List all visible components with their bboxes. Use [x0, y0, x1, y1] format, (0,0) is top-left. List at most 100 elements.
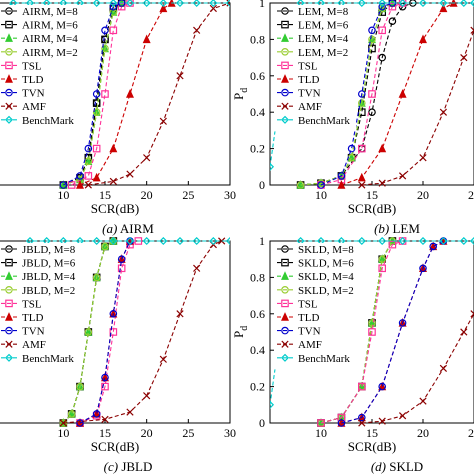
legend-swatch-marker: [5, 340, 13, 348]
data-point: [125, 0, 135, 8]
data-point: [92, 108, 101, 117]
data-point: [439, 3, 448, 13]
data-point: [84, 144, 93, 153]
legend-background: [0, 5, 82, 132]
data-point: [117, 0, 126, 7]
data-point: [347, 144, 356, 153]
y-axis-label: Pd: [231, 326, 250, 338]
data-point: [143, 392, 151, 400]
data-point: [337, 419, 346, 427]
data-point: [84, 157, 93, 166]
data-point: [76, 419, 84, 427]
data-point: [439, 108, 448, 116]
legend-label: SKLD, M=6: [298, 258, 354, 270]
data-point: [378, 0, 387, 8]
legend-label: LEM, M=2: [298, 47, 348, 59]
legend-swatch-marker: [281, 61, 289, 70]
data-point: [175, 0, 185, 8]
data-point: [101, 373, 109, 382]
data-point: [142, 237, 151, 246]
x-axis-label: SCR(dB): [348, 439, 396, 454]
legend-swatch-marker: [5, 33, 13, 42]
data-point: [143, 154, 151, 162]
series-line-8: [361, 313, 474, 424]
y-axis-label-sub: d: [239, 326, 250, 331]
data-point: [378, 143, 387, 153]
legend-label: TLD: [298, 74, 319, 86]
series-line-4: [300, 2, 393, 186]
data-point: [357, 413, 366, 422]
x-tick-label: 10: [57, 426, 69, 440]
series-line-2: [300, 2, 393, 186]
data-point: [270, 162, 275, 171]
x-tick-label: 20: [141, 188, 153, 202]
legend-label: LEM, M=8: [298, 6, 349, 18]
data-point: [368, 108, 376, 117]
data-point: [368, 319, 376, 327]
y-axis-label-sub: d: [239, 88, 250, 93]
legend-label: JBLD, M=2: [22, 285, 75, 297]
data-point: [419, 34, 427, 44]
data-point: [109, 143, 118, 153]
x-tick-label: 25: [182, 426, 194, 440]
y-axis-label-main: P: [231, 331, 246, 338]
legend-label: TSL: [22, 298, 42, 310]
x-tick-label: 30: [224, 426, 236, 440]
series-line-6: [341, 240, 444, 424]
data-point: [357, 172, 366, 182]
data-point: [92, 410, 101, 418]
legend-swatch-marker: [281, 47, 289, 56]
caption-name: LEM: [392, 221, 420, 236]
legend-label: TVN: [298, 326, 321, 338]
x-axis-label: SCR(dB): [91, 201, 139, 216]
x-tick-label: 25: [468, 426, 474, 440]
legend-background: [0, 243, 82, 370]
data-point: [470, 310, 474, 318]
x-tick-label: 20: [417, 188, 429, 202]
legend-swatch-marker: [281, 299, 289, 308]
legend-swatch-marker: [5, 102, 13, 110]
data-point: [460, 53, 468, 62]
x-tick-label: 20: [141, 426, 153, 440]
data-point: [368, 35, 376, 44]
panel-caption: (c) JBLD: [104, 459, 153, 474]
data-point: [378, 237, 387, 246]
data-point: [101, 35, 109, 44]
data-point: [357, 90, 366, 98]
data-point: [378, 382, 387, 391]
series-line-5: [320, 240, 403, 424]
data-point: [193, 264, 201, 272]
data-point: [419, 154, 427, 162]
legend-label: JBLD, M=8: [22, 244, 76, 256]
legend-label: LEM, M=6: [298, 20, 349, 32]
data-point: [398, 0, 407, 8]
legend-swatch-marker: [281, 88, 289, 97]
y-tick-label: 0.6: [250, 69, 265, 83]
series-line-4: [62, 240, 114, 424]
data-point: [398, 412, 407, 420]
y-tick-label: 0: [259, 416, 265, 430]
data-point: [59, 419, 67, 427]
data-point: [358, 382, 366, 391]
caption-letter: (b): [374, 221, 389, 236]
legend-swatch-marker: [4, 353, 14, 362]
legend-label: TLD: [22, 312, 43, 324]
series-group: [270, 237, 474, 427]
data-point: [209, 237, 218, 246]
x-tick-label: 25: [182, 188, 194, 202]
y-tick-label: 0.2: [250, 142, 265, 156]
legend-label: SKLD, M=4: [298, 271, 354, 283]
data-point: [92, 273, 101, 282]
data-point: [101, 242, 109, 251]
x-tick-label: 10: [315, 426, 327, 440]
data-point: [317, 181, 325, 189]
legend-label: JBLD, M=4: [22, 271, 76, 283]
data-point: [368, 26, 376, 35]
